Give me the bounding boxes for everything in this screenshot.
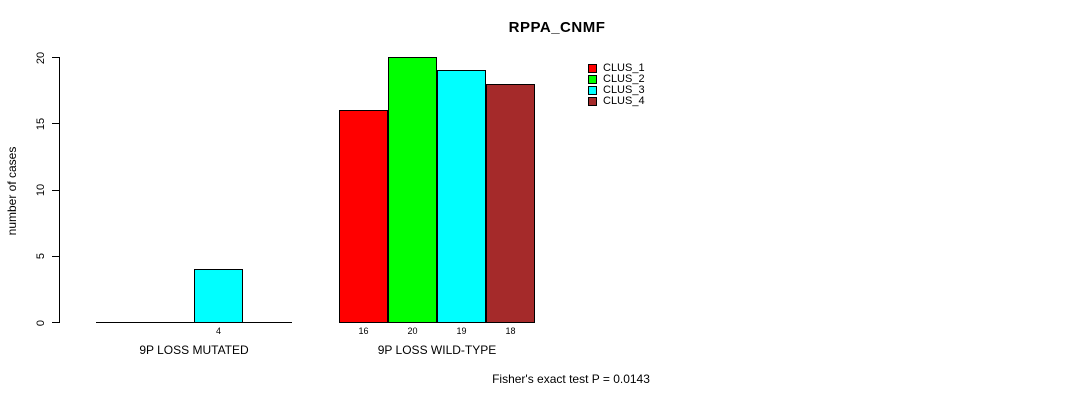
legend-label-clus_3: CLUS_3 [603,84,645,96]
y-tick-mark [52,255,59,257]
legend-item-clus_1: CLUS_1 [588,63,645,74]
legend-item-clus_3: CLUS_3 [588,85,645,96]
fisher-exact-test-annotation: Fisher's exact test P = 0.0143 [492,372,650,386]
bar-value-label: 4 [215,326,222,336]
legend-label-clus_4: CLUS_4 [603,95,645,107]
bar-clus_2-group2 [388,57,437,323]
y-axis-line [59,57,60,323]
legend-swatch-clus_3 [588,86,597,95]
bar-value-label: 16 [358,326,369,336]
legend-swatch-clus_1 [588,64,597,73]
x-category-label-9p-loss-wild-type: 9P LOSS WILD-TYPE [377,343,497,357]
y-tick-mark [52,322,59,323]
legend-swatch-clus_4 [588,97,597,106]
y-tick-mark [52,123,59,125]
legend-item-clus_4: CLUS_4 [588,96,645,107]
bar-value-label: 19 [456,326,467,336]
bar-clus_3-group1 [194,269,243,323]
x-category-label-9p-loss-mutated: 9P LOSS MUTATED [139,343,249,357]
y-tick-label: 10 [35,183,47,197]
bar-clus_3-group2 [437,70,486,323]
legend: CLUS_1 CLUS_2 CLUS_3 CLUS_4 [588,63,645,107]
bar-clus_1-group2 [339,110,388,323]
bar-clus_4-group2 [486,83,535,323]
chart-title: RPPA_CNMF [508,19,606,36]
y-axis-label: number of cases [5,146,19,236]
y-tick-label: 20 [35,51,47,64]
y-tick-label: 15 [35,117,47,130]
y-tick-mark [52,189,59,191]
bar-value-label: 20 [407,326,418,336]
legend-item-clus_2: CLUS_2 [588,74,645,85]
bar-value-label: 18 [505,326,516,336]
y-tick-mark [52,57,59,58]
legend-label-clus_2: CLUS_2 [603,73,645,85]
legend-label-clus_1: CLUS_1 [603,62,645,74]
y-tick-label: 5 [35,253,47,260]
y-tick-label: 0 [35,319,47,326]
legend-swatch-clus_2 [588,75,597,84]
